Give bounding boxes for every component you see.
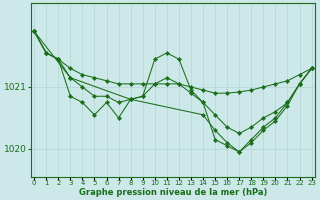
X-axis label: Graphe pression niveau de la mer (hPa): Graphe pression niveau de la mer (hPa) [79,188,267,197]
